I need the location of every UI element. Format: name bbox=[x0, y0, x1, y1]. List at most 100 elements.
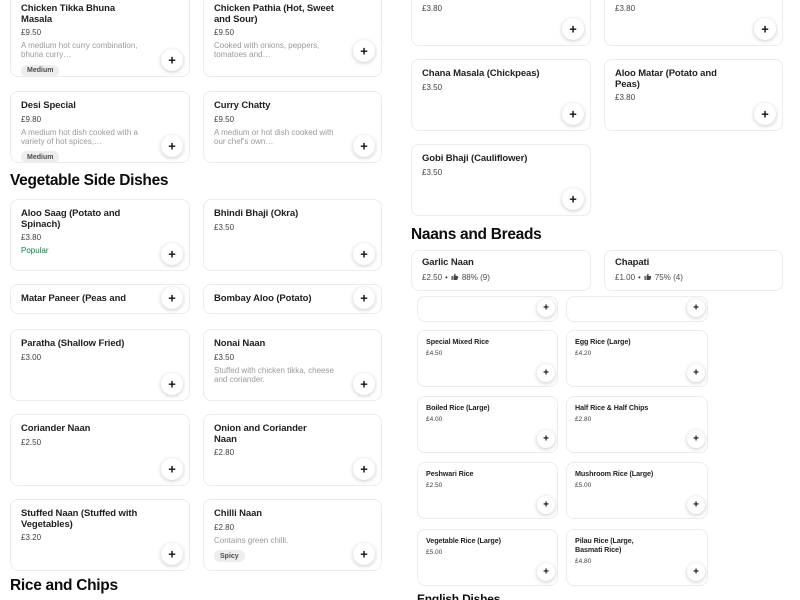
add-item-button[interactable]: + bbox=[754, 18, 776, 40]
plus-icon: + bbox=[543, 566, 549, 577]
add-item-button[interactable]: + bbox=[161, 287, 183, 309]
menu-item-card-stuffed-naan[interactable]: Stuffed Naan (Stuffed with Vegetables) £… bbox=[10, 499, 190, 571]
item-price: £2.50 bbox=[21, 437, 42, 447]
menu-item-card-mushroom-rice[interactable]: Mushroom Rice (Large) £5.00 + bbox=[566, 462, 708, 519]
item-price: £9.50 bbox=[214, 114, 235, 124]
add-item-button[interactable]: + bbox=[537, 299, 555, 317]
add-item-button[interactable]: + bbox=[562, 103, 584, 125]
menu-item-card-bhindi-bhaji[interactable]: Bhindi Bhaji (Okra) £3.50 + bbox=[203, 199, 382, 271]
menu-item-card-special-mixed-rice[interactable]: Special Mixed Rice £4.50 + bbox=[417, 330, 558, 387]
plus-icon: + bbox=[168, 246, 176, 261]
add-item-button[interactable]: + bbox=[353, 458, 375, 480]
add-item-button[interactable]: + bbox=[537, 563, 555, 581]
item-price: £5.00 bbox=[426, 549, 443, 556]
menu-item-card-chicken-pathia[interactable]: Chicken Pathia (Hot, Sweet and Sour) £9.… bbox=[203, 0, 382, 77]
menu-item-card-curry-chatty[interactable]: Curry Chatty £9.50 A medium or hot dish … bbox=[203, 91, 382, 163]
menu-item-card-egg-rice[interactable]: Egg Rice (Large) £4.20 + bbox=[566, 330, 708, 387]
add-item-button[interactable]: + bbox=[161, 543, 183, 565]
item-title: Half Rice & Half Chips bbox=[575, 403, 649, 412]
add-item-button[interactable]: + bbox=[353, 40, 375, 62]
menu-item-card-onion-coriander-naan[interactable]: Onion and Coriander Naan £2.80 + bbox=[203, 414, 382, 486]
item-price: £3.80 bbox=[21, 233, 42, 242]
item-price: £3.50 bbox=[422, 167, 443, 177]
add-item-button[interactable]: + bbox=[353, 243, 375, 265]
add-item-button[interactable]: + bbox=[687, 430, 705, 448]
item-title: Aloo Saag (Potato and Spinach) bbox=[21, 208, 121, 230]
dot-separator: • bbox=[445, 272, 448, 282]
plus-icon: + bbox=[168, 546, 176, 561]
menu-item-card-bombay-aloo[interactable]: Bombay Aloo (Potato) + bbox=[203, 284, 382, 314]
menu-item-card-aloo-saag[interactable]: Aloo Saag (Potato and Spinach) £3.80 Pop… bbox=[10, 199, 190, 271]
item-price: £3.50 bbox=[422, 82, 443, 92]
item-title: Nonai Naan bbox=[214, 338, 266, 349]
item-price-rating: £1.00 • 75% (4) bbox=[615, 273, 772, 282]
add-item-button[interactable]: + bbox=[161, 243, 183, 265]
item-title: Egg Rice (Large) bbox=[575, 337, 631, 346]
menu-item-card-gobi-bhaji[interactable]: Gobi Bhaji (Cauliflower) £3.50 + bbox=[411, 144, 591, 216]
menu-item-card-coriander-naan[interactable]: Coriander Naan £2.50 + bbox=[10, 414, 190, 486]
menu-item-card-clipped-1[interactable]: £3.80 + bbox=[411, 0, 591, 46]
spice-level-tag: Spicy bbox=[214, 550, 245, 562]
plus-icon: + bbox=[543, 367, 549, 378]
add-item-button[interactable]: + bbox=[687, 299, 705, 317]
menu-item-card-matar-paneer[interactable]: Matar Paneer (Peas and + bbox=[10, 284, 190, 314]
item-title: Desi Special bbox=[21, 100, 76, 111]
item-price: £2.80 bbox=[214, 448, 235, 457]
add-item-button[interactable]: + bbox=[562, 188, 584, 210]
spice-level-tag: Medium bbox=[21, 64, 60, 76]
menu-item-card-half-rice-half-chips[interactable]: Half Rice & Half Chips £2.80 + bbox=[566, 396, 708, 453]
add-item-button[interactable]: + bbox=[562, 18, 584, 40]
item-price-rating: £2.50 • 88% (9) bbox=[422, 273, 580, 282]
item-price: £9.50 bbox=[21, 28, 42, 37]
plus-icon: + bbox=[360, 376, 368, 391]
add-item-button[interactable]: + bbox=[687, 364, 705, 382]
add-item-button[interactable]: + bbox=[537, 430, 555, 448]
item-title: Vegetable Rice (Large) bbox=[426, 536, 501, 545]
menu-item-card-boiled-rice[interactable]: Boiled Rice (Large) £4.00 + bbox=[417, 396, 558, 453]
item-description: Contains green chilli. bbox=[214, 535, 289, 545]
plus-icon: + bbox=[360, 461, 368, 476]
item-price: £4.80 bbox=[575, 557, 592, 565]
menu-item-card-desi-special[interactable]: Desi Special £9.80 A medium hot dish coo… bbox=[10, 91, 190, 163]
item-title: Curry Chatty bbox=[214, 100, 271, 111]
add-item-button[interactable]: + bbox=[161, 373, 183, 395]
plus-icon: + bbox=[168, 376, 176, 391]
section-heading-naans-and-breads: Naans and Breads bbox=[411, 226, 542, 243]
menu-item-card-aloo-matar[interactable]: Aloo Matar (Potato and Peas) £3.80 + bbox=[604, 59, 783, 131]
menu-item-card-paratha[interactable]: Paratha (Shallow Fried) £3.00 + bbox=[10, 329, 190, 401]
menu-item-card-nonai-naan[interactable]: Nonai Naan £3.50 Stuffed with chicken ti… bbox=[203, 329, 382, 401]
clipped-card-fragment[interactable]: + bbox=[417, 296, 558, 322]
menu-item-card-chapati[interactable]: Chapati £1.00 • 75% (4) bbox=[604, 250, 783, 291]
add-item-button[interactable]: + bbox=[353, 287, 375, 309]
menu-item-card-garlic-naan[interactable]: Garlic Naan £2.50 • 88% (9) bbox=[411, 250, 591, 291]
add-item-button[interactable]: + bbox=[537, 364, 555, 382]
add-item-button[interactable]: + bbox=[353, 135, 375, 157]
menu-item-card-clipped-2[interactable]: £3.80 + bbox=[604, 0, 783, 46]
menu-item-card-peshwari-rice[interactable]: Peshwari Rice £2.50 + bbox=[417, 462, 558, 519]
menu-item-card-chana-masala[interactable]: Chana Masala (Chickpeas) £3.50 + bbox=[411, 59, 591, 131]
item-description: A medium hot dish cooked with a variety … bbox=[21, 127, 138, 146]
clipped-card-fragment[interactable]: + bbox=[566, 296, 708, 322]
menu-item-card-chicken-tikka-bhuna-masala[interactable]: Chicken Tikka Bhuna Masala £9.50 A mediu… bbox=[10, 0, 190, 77]
add-item-button[interactable]: + bbox=[687, 563, 705, 581]
plus-icon: + bbox=[543, 433, 549, 444]
plus-icon: + bbox=[569, 191, 577, 206]
add-item-button[interactable]: + bbox=[161, 49, 183, 71]
plus-icon: + bbox=[360, 43, 368, 58]
item-price: £3.20 bbox=[21, 533, 42, 542]
menu-item-card-vegetable-rice[interactable]: Vegetable Rice (Large) £5.00 + bbox=[417, 529, 558, 586]
add-item-button[interactable]: + bbox=[161, 458, 183, 480]
menu-item-card-chilli-naan[interactable]: Chilli Naan £2.80 Contains green chilli.… bbox=[203, 499, 382, 571]
add-item-button[interactable]: + bbox=[537, 496, 555, 514]
menu-item-card-pilau-rice[interactable]: Pilau Rice (Large, Basmati Rice) £4.80 + bbox=[566, 529, 708, 586]
add-item-button[interactable]: + bbox=[353, 543, 375, 565]
add-item-button[interactable]: + bbox=[754, 103, 776, 125]
add-item-button[interactable]: + bbox=[687, 496, 705, 514]
item-title: Pilau Rice (Large, Basmati Rice) bbox=[575, 536, 634, 554]
add-item-button[interactable]: + bbox=[353, 373, 375, 395]
item-price: £4.00 bbox=[426, 416, 443, 423]
item-price: £2.80 bbox=[575, 416, 592, 423]
item-price: £1.00 bbox=[615, 272, 636, 282]
item-title: Special Mixed Rice bbox=[426, 337, 489, 346]
add-item-button[interactable]: + bbox=[161, 135, 183, 157]
